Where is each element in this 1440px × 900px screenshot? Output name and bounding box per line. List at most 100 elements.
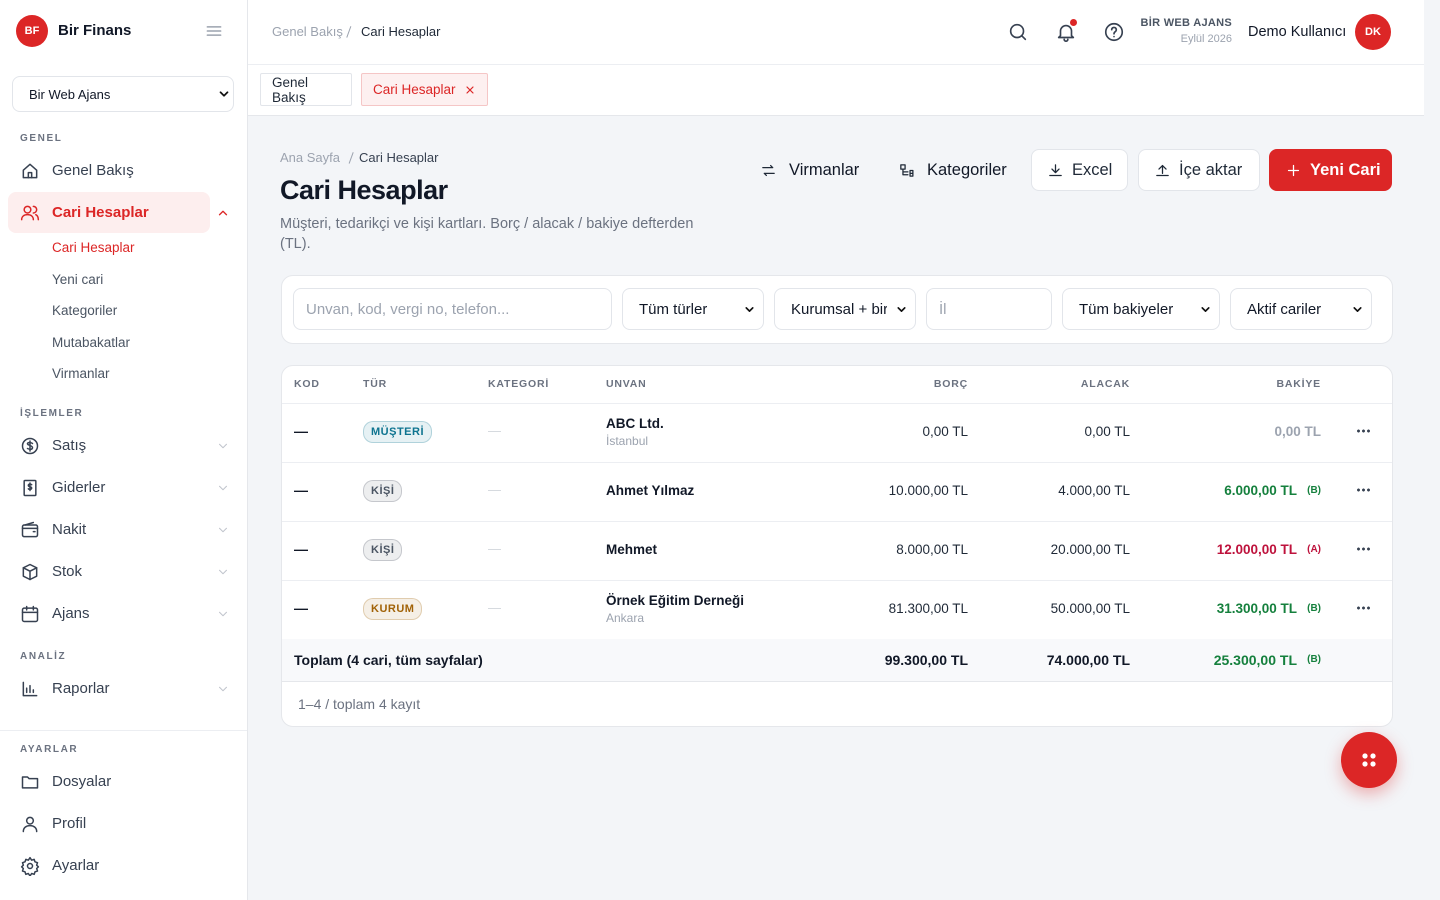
row-menu[interactable] — [1356, 547, 1370, 551]
credit: 0,00 TL — [1084, 424, 1130, 439]
column-header: UNVAN — [606, 378, 647, 390]
expand-chevron[interactable] — [216, 565, 230, 579]
table-row[interactable] — [282, 521, 1392, 581]
help-button[interactable] — [1103, 21, 1125, 43]
table-row[interactable] — [282, 462, 1392, 522]
action-button[interactable]: İçe aktar — [1138, 149, 1260, 191]
column-header: KATEGORİ — [488, 378, 550, 390]
select-arrow — [897, 307, 906, 312]
filter-select[interactable]: Kurumsal + bir — [774, 288, 916, 330]
section-title: ANALİZ — [20, 651, 67, 662]
row-menu[interactable] — [1356, 606, 1370, 610]
nav-item[interactable]: Stok — [52, 563, 83, 580]
placeholder: İl — [939, 300, 947, 318]
user-name[interactable]: Demo Kullanıcı — [1248, 24, 1347, 40]
nav-item[interactable]: Dosyalar — [52, 773, 112, 790]
action-icon — [762, 164, 775, 177]
sidebar: BF Bir Finans Bir Web Ajans GENEL Genel Bakı… — [0, 0, 248, 900]
city: Ankara — [606, 611, 645, 625]
collapse-chevron[interactable] — [216, 206, 230, 220]
fab[interactable] — [1341, 732, 1397, 788]
expand-chevron[interactable] — [216, 481, 230, 495]
section-title: GENEL — [20, 133, 63, 144]
debit: 8.000,00 TL — [896, 542, 968, 557]
action-button[interactable]: Kategoriler — [886, 149, 1018, 191]
action-icon — [1156, 164, 1169, 177]
search-button[interactable] — [1007, 21, 1029, 43]
action-label: Yeni Cari — [1310, 160, 1381, 179]
close-tab[interactable] — [464, 84, 476, 96]
tab[interactable]: Genel Bakış — [260, 73, 352, 106]
brand: Bir Finans — [58, 22, 132, 39]
nav-icon — [21, 605, 39, 623]
expand-chevron[interactable] — [216, 607, 230, 621]
filter-select[interactable]: Tüm türler — [622, 288, 764, 330]
filter-select[interactable]: Tüm bakiyeler — [1062, 288, 1220, 330]
action-button[interactable]: Yeni Cari — [1269, 149, 1392, 191]
name: Ahmet Yılmaz — [606, 483, 695, 498]
nav-item[interactable]: Cari Hesaplar — [52, 204, 149, 221]
fab-icon — [1361, 752, 1377, 768]
tab[interactable]: Cari Hesaplar — [361, 73, 488, 106]
filter-input[interactable]: İl — [926, 288, 1052, 330]
active-highlight — [8, 192, 210, 233]
action-button[interactable]: Excel — [1031, 149, 1128, 191]
breadcrumb-item[interactable]: Ana Sayfa — [280, 150, 340, 165]
name: Mehmet — [606, 542, 658, 557]
breadcrumb-item[interactable]: Genel Bakış — [272, 24, 343, 39]
debit: 81.300,00 TL — [888, 601, 968, 616]
select-arrow — [219, 91, 229, 97]
breadcrumb-item: Cari Hesaplar — [359, 150, 439, 165]
nav-icon — [22, 563, 38, 581]
nav-item[interactable]: Ayarlar — [52, 857, 100, 874]
action-icon — [1287, 164, 1300, 177]
sub-nav-item[interactable]: Kategoriler — [52, 303, 118, 318]
action-button[interactable]: Virmanlar — [748, 149, 868, 191]
code: — — [294, 423, 308, 439]
nav-item[interactable]: Profil — [52, 815, 87, 832]
expand-chevron[interactable] — [216, 523, 230, 537]
sub-nav-item[interactable]: Cari Hesaplar — [52, 240, 135, 255]
nav-item[interactable]: Genel Bakış — [52, 162, 134, 179]
credit: 4.000,00 TL — [1058, 483, 1130, 498]
sub-nav-item[interactable]: Mutabakatlar — [52, 335, 131, 350]
topbar: Genel Bakış Cari Hesaplar BİR WEB AJANS Eyl… — [248, 0, 1424, 65]
nav-item[interactable]: Nakit — [52, 521, 87, 538]
company-select[interactable]: Bir Web Ajans — [12, 76, 234, 112]
total-row — [282, 639, 1392, 682]
select-value: Aktif cariler — [1247, 300, 1322, 318]
total-label: Toplam (4 cari, tüm sayfalar) — [294, 652, 483, 668]
total-balance-side: (B) — [1307, 654, 1321, 665]
nav-item[interactable]: Ajans — [52, 605, 90, 622]
nav-item[interactable]: Satış — [52, 437, 87, 454]
expand-chevron[interactable] — [216, 682, 230, 696]
sub-nav-item[interactable]: Virmanlar — [52, 366, 110, 381]
page-title: Cari Hesaplar — [280, 175, 448, 205]
row-menu[interactable] — [1356, 488, 1370, 492]
nav-item[interactable]: Raporlar — [52, 680, 110, 697]
filter-select[interactable]: Aktif cariler — [1230, 288, 1372, 330]
sub-nav-item[interactable]: Yeni cari — [52, 272, 104, 287]
breadcrumb-sep — [346, 26, 352, 38]
nav-item[interactable]: Giderler — [52, 479, 106, 496]
category: — — [488, 541, 501, 556]
expand-chevron[interactable] — [216, 439, 230, 453]
category: — — [488, 482, 501, 497]
balance: 6.000,00 TL — [1224, 483, 1297, 498]
name: Örnek Eğitim Derneği — [606, 593, 745, 608]
action-label: Excel — [1072, 160, 1113, 179]
avatar[interactable]: DK — [1355, 14, 1391, 50]
nav-icon — [22, 816, 38, 833]
nav-icon — [21, 521, 39, 538]
city: İstanbul — [606, 434, 649, 448]
pagination: 1–4 / toplam 4 kayıt — [298, 696, 421, 712]
row-menu[interactable] — [1356, 429, 1370, 433]
balance-side: (B) — [1307, 603, 1321, 614]
placeholder: Unvan, kod, vergi no, telefon... — [306, 300, 510, 318]
menu-toggle[interactable] — [204, 21, 224, 41]
table-row[interactable] — [282, 403, 1392, 463]
action-label: Kategoriler — [927, 160, 1007, 179]
tab-label: Genel Bakış — [272, 74, 309, 105]
notifications-button[interactable] — [1055, 21, 1077, 43]
filter-input[interactable]: Unvan, kod, vergi no, telefon... — [293, 288, 612, 330]
